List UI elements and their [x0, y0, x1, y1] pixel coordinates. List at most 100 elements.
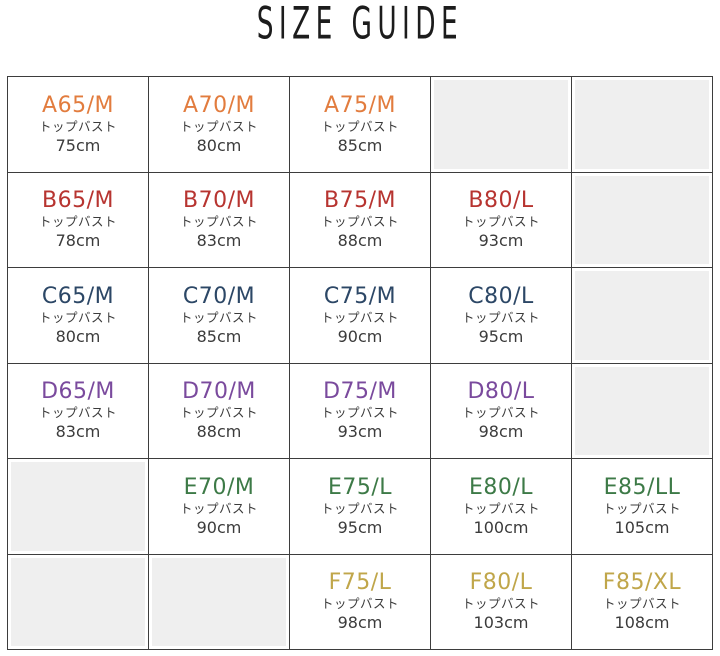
bust-label: トップバスト — [461, 309, 540, 325]
size-cell: E85/LL トップバスト 105cm — [571, 458, 713, 555]
table-row-a: A65/M トップバスト 75cm A70/M トップバスト 80cm A75/… — [7, 76, 713, 173]
table-row-c: C65/M トップバスト 80cm C70/M トップバスト 85cm C75/… — [7, 267, 713, 364]
size-label: D80/L — [467, 379, 535, 405]
empty-cell — [430, 76, 572, 173]
bust-label: トップバスト — [320, 596, 399, 612]
bust-label: トップバスト — [320, 309, 399, 325]
bust-label: トップバスト — [320, 500, 399, 516]
size-label: C75/M — [323, 283, 397, 309]
bust-value: 103cm — [473, 613, 529, 633]
bust-value: 88cm — [196, 422, 242, 442]
bust-value: 80cm — [55, 326, 101, 346]
size-cell: D65/M トップバスト 83cm — [7, 362, 149, 459]
size-label: D75/M — [323, 379, 397, 405]
size-label: B80/L — [468, 188, 534, 214]
size-cell: B80/L トップバスト 93cm — [430, 171, 572, 268]
size-label: E75/L — [327, 474, 393, 500]
empty-cell — [7, 553, 149, 650]
size-cell: B65/M トップバスト 78cm — [7, 171, 149, 268]
page-header: SIZE GUIDE — [0, 0, 720, 76]
bust-value: 98cm — [337, 613, 383, 633]
size-label: A75/M — [324, 92, 396, 118]
bust-label: トップバスト — [38, 405, 117, 421]
size-label: E80/L — [468, 474, 534, 500]
empty-cell — [571, 76, 713, 173]
size-cell: C70/M トップバスト 85cm — [148, 267, 290, 364]
bust-value: 75cm — [55, 135, 101, 155]
size-cell: A75/M トップバスト 85cm — [289, 76, 431, 173]
bust-value: 100cm — [473, 517, 529, 537]
bust-label: トップバスト — [320, 214, 399, 230]
size-cell: F75/L トップバスト 98cm — [289, 553, 431, 650]
bust-label: トップバスト — [461, 596, 540, 612]
empty-cell — [571, 362, 713, 459]
bust-label: トップバスト — [461, 214, 540, 230]
bust-value: 95cm — [478, 326, 524, 346]
bust-value: 83cm — [196, 231, 242, 251]
size-cell: C75/M トップバスト 90cm — [289, 267, 431, 364]
size-cell: B70/M トップバスト 83cm — [148, 171, 290, 268]
bust-value: 85cm — [337, 135, 383, 155]
size-label: A65/M — [42, 92, 114, 118]
bust-label: トップバスト — [38, 309, 117, 325]
bust-label: トップバスト — [602, 596, 681, 612]
bust-value: 83cm — [55, 422, 101, 442]
table-row-e: E70/M トップバスト 90cm E75/L トップバスト 95cm E80/… — [7, 458, 713, 555]
table-row-d: D65/M トップバスト 83cm D70/M トップバスト 88cm D75/… — [7, 362, 713, 459]
size-label: D70/M — [182, 379, 256, 405]
size-label: B75/M — [324, 188, 396, 214]
bust-label: トップバスト — [179, 405, 258, 421]
bust-value: 93cm — [337, 422, 383, 442]
size-cell: F85/XL トップバスト 108cm — [571, 553, 713, 650]
bust-value: 108cm — [614, 613, 670, 633]
empty-cell — [148, 553, 290, 650]
size-cell: E80/L トップバスト 100cm — [430, 458, 572, 555]
size-cell: D80/L トップバスト 98cm — [430, 362, 572, 459]
bust-value: 80cm — [196, 135, 242, 155]
size-label: E85/LL — [603, 474, 681, 500]
size-label: C70/M — [182, 283, 256, 309]
size-cell: E70/M トップバスト 90cm — [148, 458, 290, 555]
size-cell: F80/L トップバスト 103cm — [430, 553, 572, 650]
size-label: F75/L — [328, 570, 392, 596]
size-cell: C80/L トップバスト 95cm — [430, 267, 572, 364]
size-label: A70/M — [183, 92, 255, 118]
bust-value: 88cm — [337, 231, 383, 251]
bust-value: 93cm — [478, 231, 524, 251]
size-cell: C65/M トップバスト 80cm — [7, 267, 149, 364]
bust-value: 90cm — [337, 326, 383, 346]
bust-label: トップバスト — [179, 118, 258, 134]
size-label: E70/M — [183, 474, 255, 500]
size-guide-table: A65/M トップバスト 75cm A70/M トップバスト 80cm A75/… — [7, 76, 713, 650]
bust-label: トップバスト — [179, 500, 258, 516]
page-title: SIZE GUIDE — [256, 0, 464, 50]
table-row-f: F75/L トップバスト 98cm F80/L トップバスト 103cm F85… — [7, 553, 713, 650]
bust-value: 90cm — [196, 517, 242, 537]
bust-value: 105cm — [614, 517, 670, 537]
bust-label: トップバスト — [179, 309, 258, 325]
size-cell: B75/M トップバスト 88cm — [289, 171, 431, 268]
size-label: C65/M — [41, 283, 115, 309]
bust-label: トップバスト — [461, 500, 540, 516]
bust-label: トップバスト — [602, 500, 681, 516]
bust-label: トップバスト — [179, 214, 258, 230]
bust-value: 98cm — [478, 422, 524, 442]
size-label: C80/L — [468, 283, 534, 309]
size-label: D65/M — [41, 379, 115, 405]
bust-label: トップバスト — [38, 214, 117, 230]
bust-label: トップバスト — [461, 405, 540, 421]
size-cell: D70/M トップバスト 88cm — [148, 362, 290, 459]
bust-value: 95cm — [337, 517, 383, 537]
empty-cell — [7, 458, 149, 555]
size-cell: A70/M トップバスト 80cm — [148, 76, 290, 173]
size-label: F85/XL — [602, 570, 682, 596]
bust-value: 78cm — [55, 231, 101, 251]
bust-value: 85cm — [196, 326, 242, 346]
bust-label: トップバスト — [38, 118, 117, 134]
table-row-b: B65/M トップバスト 78cm B70/M トップバスト 83cm B75/… — [7, 171, 713, 268]
empty-cell — [571, 171, 713, 268]
bust-label: トップバスト — [320, 405, 399, 421]
size-cell: E75/L トップバスト 95cm — [289, 458, 431, 555]
size-label: B70/M — [183, 188, 255, 214]
